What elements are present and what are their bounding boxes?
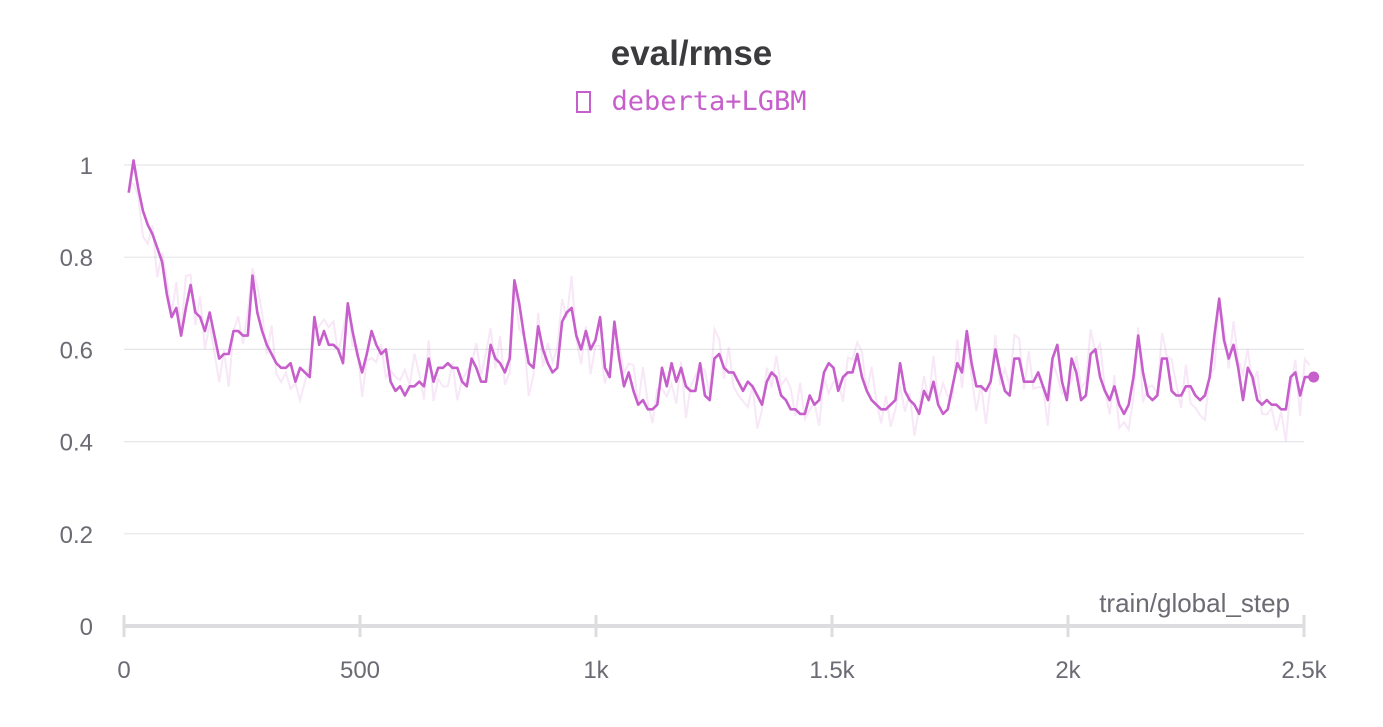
x-tick-label: 1.5k — [809, 657, 855, 684]
y-tick-label: 0.2 — [60, 522, 93, 549]
legend[interactable]: deberta+LGBM — [0, 86, 1383, 117]
x-tick-label: 2.5k — [1281, 657, 1327, 684]
y-tick-label: 0.6 — [60, 337, 93, 364]
series-line[interactable] — [127, 159, 1310, 416]
y-tick-label: 0.4 — [60, 430, 93, 457]
series-lines[interactable] — [127, 159, 1320, 442]
series-end-point[interactable] — [1308, 371, 1320, 383]
chart-title: eval/rmse — [610, 34, 773, 73]
x-axis-label: train/global_step — [1099, 588, 1290, 618]
x-tick-label: 0 — [117, 657, 130, 684]
grid-lines — [124, 164, 1304, 535]
y-tick-label: 0.8 — [60, 245, 93, 272]
x-axis — [122, 615, 1306, 637]
series-raw-line — [128, 181, 1311, 442]
y-tick-label: 0 — [80, 614, 93, 641]
x-tick-label: 2k — [1055, 657, 1081, 684]
y-tick-label: 1 — [80, 153, 93, 180]
x-tick-label: 1k — [583, 657, 609, 684]
legend-series-name: deberta+LGBM — [611, 86, 807, 117]
x-tick-labels: 0 500 1k 1.5k 2k 2.5k — [117, 657, 1327, 684]
x-tick-label: 500 — [340, 657, 380, 684]
legend-swatch-icon — [576, 91, 592, 113]
y-axis: 0 0.2 0.4 0.6 0.8 1 — [60, 153, 93, 641]
